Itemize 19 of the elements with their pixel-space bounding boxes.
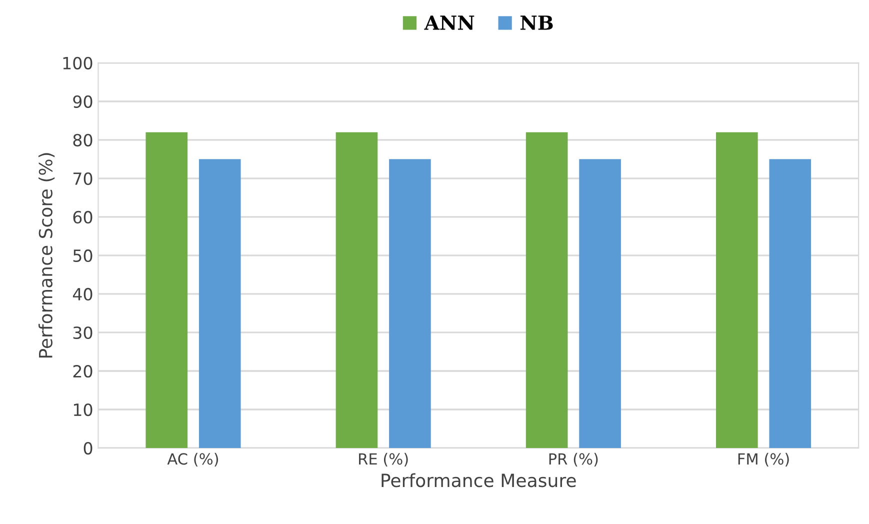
- y-tick-label: 50: [73, 249, 92, 262]
- legend-label: ANN: [424, 16, 474, 30]
- y-tick-label: 80: [73, 134, 92, 146]
- y-tick-label: 20: [73, 364, 92, 378]
- y-tick-label: 60: [73, 210, 92, 224]
- legend-label: NB: [520, 16, 553, 30]
- y-axis-title: Performance Score (%): [38, 153, 55, 358]
- x-tick-label: FM (%): [738, 452, 789, 467]
- y-tick-label: 10: [74, 403, 92, 416]
- y-tick-label: 30: [73, 326, 92, 340]
- y-tick-label: 0: [84, 442, 92, 455]
- y-tick-label: 70: [73, 172, 92, 185]
- y-tick-label: 40: [72, 288, 92, 301]
- x-tick-label: PR (%): [549, 452, 598, 467]
- y-tick-label: 90: [73, 95, 92, 108]
- x-axis-title: Performance Measure: [382, 473, 576, 488]
- x-tick-label: RE (%): [359, 452, 408, 467]
- y-tick-label: 100: [63, 56, 92, 70]
- x-tick-label: AC (%): [167, 452, 218, 467]
